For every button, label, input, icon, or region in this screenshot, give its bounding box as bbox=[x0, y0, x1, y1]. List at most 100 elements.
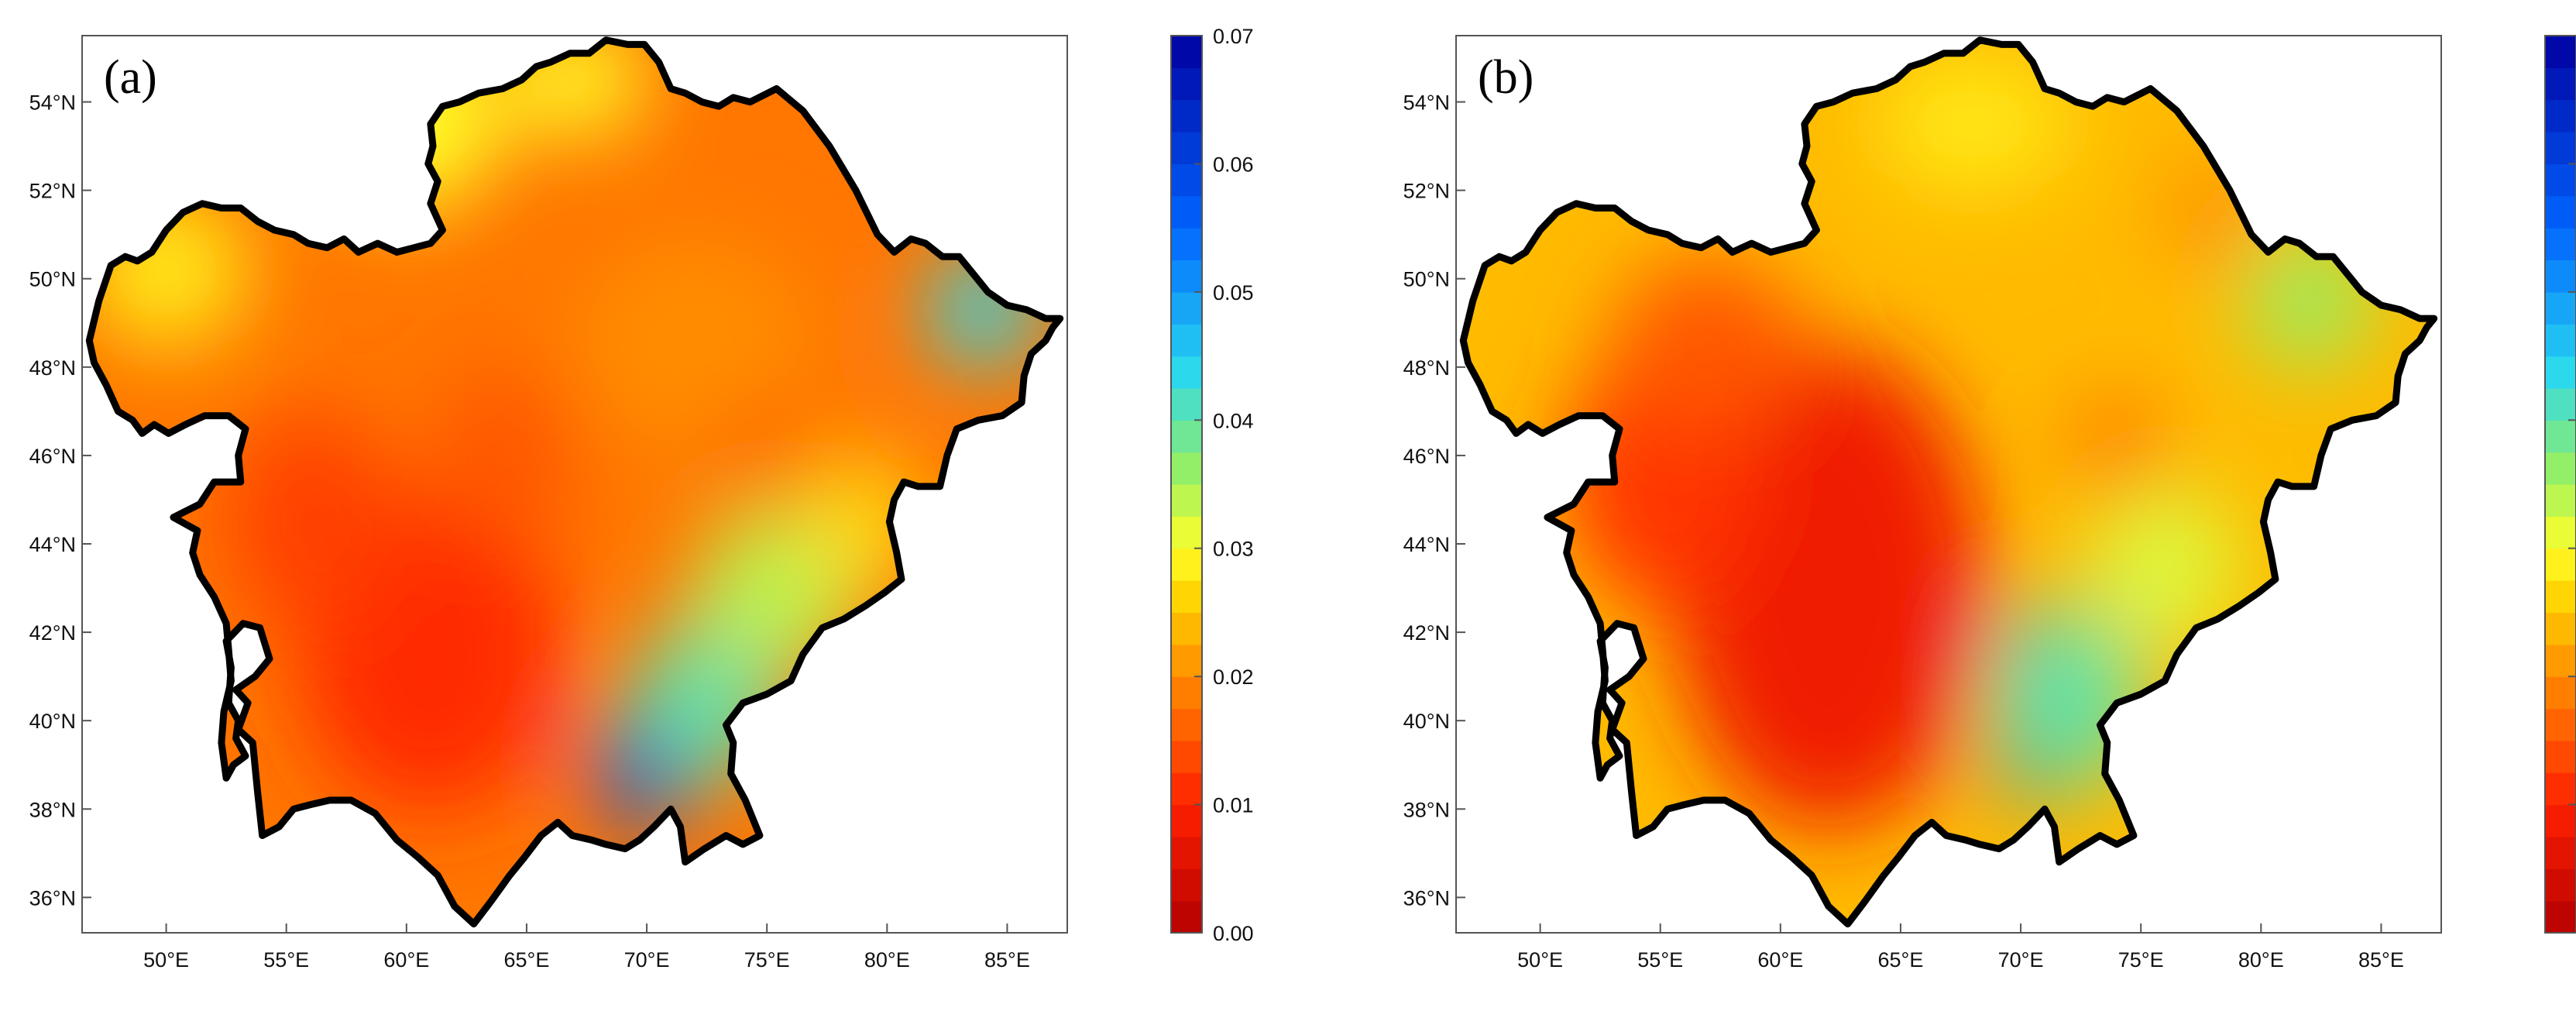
x-tick-label: 55°E bbox=[263, 948, 309, 972]
colorbar-swatch bbox=[2545, 644, 2576, 677]
colorbar-swatch bbox=[1171, 740, 1202, 773]
colorbar-swatch bbox=[2545, 740, 2576, 773]
colorbar-swatch bbox=[1171, 291, 1202, 325]
colorbar-swatch bbox=[1171, 36, 1202, 68]
colorbar-swatch bbox=[2545, 708, 2576, 741]
field-blob bbox=[1612, 256, 1805, 434]
colorbar-swatch bbox=[1171, 163, 1202, 197]
colorbar-swatch bbox=[2545, 516, 2576, 549]
colorbar-swatch bbox=[2545, 99, 2576, 132]
field-blob bbox=[430, 366, 575, 545]
colorbar-tick-label: 0.03 bbox=[1213, 538, 1254, 561]
colorbar-frame bbox=[2544, 35, 2576, 934]
y-tick-label: 54°N bbox=[29, 91, 76, 115]
colorbar-swatch bbox=[1171, 708, 1202, 741]
colorbar-swatch bbox=[2545, 228, 2576, 261]
colorbar-tick-label: 0.01 bbox=[1213, 794, 1254, 817]
x-tick-label: 75°E bbox=[2118, 948, 2164, 972]
y-tick-label: 46°N bbox=[29, 445, 76, 468]
colorbar-tick-label: 0.05 bbox=[1213, 281, 1254, 304]
colorbar-swatch bbox=[1171, 195, 1202, 229]
y-tick-label: 36°N bbox=[29, 886, 76, 910]
x-tick-label: 80°E bbox=[2238, 948, 2284, 972]
y-tick-label: 52°N bbox=[29, 180, 76, 203]
colorbar-swatch bbox=[2545, 452, 2576, 485]
colorbar-swatch bbox=[1171, 676, 1202, 710]
x-tick-label: 60°E bbox=[383, 948, 429, 972]
x-tick-label: 85°E bbox=[984, 948, 1030, 972]
y-tick-label: 44°N bbox=[1403, 533, 1450, 556]
y-tick-label: 54°N bbox=[1403, 91, 1450, 115]
y-tick-label: 50°N bbox=[29, 268, 76, 291]
x-tick-label: 70°E bbox=[624, 948, 670, 972]
colorbar-swatch bbox=[1171, 804, 1202, 837]
colorbar-tick-label: 0.02 bbox=[1213, 665, 1254, 689]
field-blob bbox=[2069, 394, 2166, 500]
colorbar-swatch bbox=[2545, 291, 2576, 325]
colorbar-swatch bbox=[1171, 67, 1202, 101]
field-blob bbox=[226, 411, 395, 633]
colorbar-swatch bbox=[2545, 868, 2576, 902]
y-tick-label: 48°N bbox=[29, 356, 76, 380]
field-blobs bbox=[1564, 57, 2369, 831]
colorbar-b: 0.070.060.050.040.030.020.010.00 bbox=[2544, 35, 2576, 934]
y-tick-label: 46°N bbox=[1403, 445, 1450, 468]
y-tick-label: 48°N bbox=[1403, 356, 1450, 380]
colorbar-swatch bbox=[1171, 324, 1202, 357]
colorbar-swatch bbox=[2545, 356, 2576, 389]
colorbar-swatch bbox=[1171, 356, 1202, 389]
y-axis-ticks-b: 54°N 52°N 50°N 48°N 46°N 44°N 42°N 40°N 38°N 36°N bbox=[1403, 91, 1465, 910]
y-tick-label: 36°N bbox=[1403, 886, 1450, 910]
colorbar-swatch bbox=[1171, 484, 1202, 517]
y-tick-label: 40°N bbox=[29, 710, 76, 733]
colorbar-swatch bbox=[2545, 836, 2576, 869]
colorbar-swatch bbox=[2545, 67, 2576, 101]
colorbar-swatch bbox=[1171, 516, 1202, 549]
y-tick-label: 38°N bbox=[29, 798, 76, 821]
colorbar-swatch bbox=[2545, 36, 2576, 68]
colorbar-swatch bbox=[2545, 676, 2576, 710]
colorbar-swatch bbox=[2545, 900, 2576, 934]
colorbar-swatch bbox=[1171, 644, 1202, 677]
x-tick-label: 75°E bbox=[744, 948, 790, 972]
panel-label-b: (b) bbox=[1478, 51, 1534, 104]
colorbar-tick-label: 0.06 bbox=[1213, 153, 1254, 176]
region-border-b bbox=[1459, 36, 2438, 928]
field-blob bbox=[575, 234, 816, 456]
colorbar-swatch bbox=[1171, 99, 1202, 132]
colorbar-a: 0.07 0.06 0.05 0.04 0.03 0.02 0.01 0.00 bbox=[1170, 25, 1254, 945]
y-tick-label: 42°N bbox=[1403, 621, 1450, 645]
colorbar-swatch bbox=[2545, 548, 2576, 581]
colorbar-swatch bbox=[1171, 548, 1202, 581]
x-axis-ticks-a: 50°E 55°E 60°E 65°E 70°E 75°E 80°E 85°E bbox=[143, 923, 1030, 972]
colorbar-tick-label: 0.07 bbox=[1213, 25, 1254, 48]
colorbar-swatch bbox=[1171, 420, 1202, 453]
colorbar-tick-label: 0.00 bbox=[1213, 922, 1254, 945]
x-tick-label: 65°E bbox=[1878, 948, 1924, 972]
x-tick-label: 70°E bbox=[1998, 948, 2044, 972]
panel-label-a: (a) bbox=[104, 51, 157, 104]
colorbar-swatch bbox=[1171, 612, 1202, 645]
colorbar-frame bbox=[1170, 35, 1203, 934]
x-tick-label: 85°E bbox=[2358, 948, 2404, 972]
map-panel-b: (b) 50°E 55°E 60°E 65°E 70°E 75°E 80°E 85°E 54°… bbox=[1403, 35, 2576, 972]
region-border-a bbox=[85, 36, 1064, 928]
x-tick-label: 65°E bbox=[504, 948, 550, 972]
x-axis-ticks-b: 50°E 55°E 60°E 65°E 70°E 75°E 80°E 85°E bbox=[1517, 923, 2404, 972]
field-blob bbox=[2093, 486, 2238, 646]
colorbar-swatch bbox=[2545, 260, 2576, 293]
y-tick-label: 40°N bbox=[1403, 710, 1450, 733]
x-tick-label: 60°E bbox=[1757, 948, 1803, 972]
colorbar-swatch bbox=[1171, 580, 1202, 614]
x-tick-label: 50°E bbox=[143, 948, 189, 972]
y-tick-label: 38°N bbox=[1403, 798, 1450, 821]
x-tick-label: 80°E bbox=[864, 948, 910, 972]
map-panel-a: (a) 50°E 55°E 60°E 65°E 70°E 75°E 80°E 85°E 54°… bbox=[29, 25, 1254, 972]
colorbar-tick-label: 0.04 bbox=[1213, 409, 1254, 432]
colorbar-swatch bbox=[1171, 132, 1202, 165]
colorbar-swatch bbox=[1171, 260, 1202, 293]
colorbar-swatch bbox=[2545, 804, 2576, 837]
colorbar-swatch bbox=[2545, 484, 2576, 517]
colorbar-swatch bbox=[1171, 772, 1202, 806]
